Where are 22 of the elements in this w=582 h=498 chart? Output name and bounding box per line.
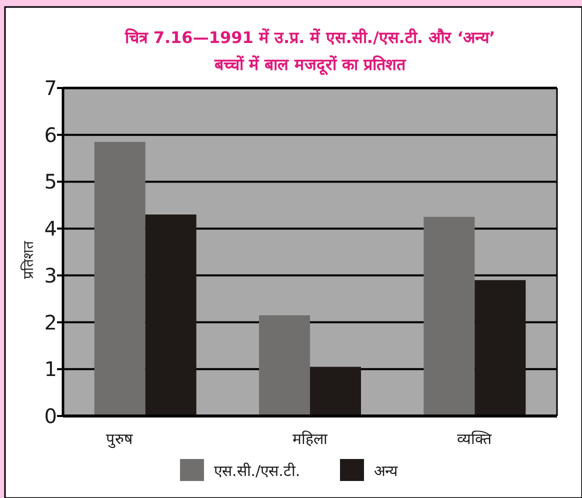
y-tick-label: 7	[44, 76, 57, 100]
bar	[145, 214, 196, 416]
y-axis-title: प्रतिशत	[20, 240, 37, 279]
legend-label: अन्य	[374, 462, 398, 480]
x-tick-label: व्यक्ति	[457, 430, 492, 448]
bar	[310, 366, 361, 416]
y-tick-label: 3	[44, 263, 57, 288]
x-tick-label: पुरुष	[106, 430, 133, 449]
y-tick-label: 2	[44, 310, 57, 334]
y-tick-label: 0	[44, 404, 57, 428]
y-tick-label: 1	[44, 357, 57, 382]
legend-label: एस.सी./एस.टी.	[214, 462, 300, 480]
y-tick-label: 5	[44, 170, 57, 194]
x-tick-label: महिला	[292, 430, 328, 448]
y-tick-label: 6	[44, 122, 57, 147]
bar	[424, 216, 475, 416]
bar	[474, 280, 526, 416]
bar	[259, 315, 310, 416]
chart-title: चित्र 7.16—1991 में उ.प्र. में एस.सी./एस.टी. और ‘अन्य’	[124, 28, 496, 47]
bar	[94, 142, 146, 416]
y-tick-label: 4	[44, 216, 57, 241]
chart-subtitle: बच्चों में बाल मजदूरों का प्रतिशत	[214, 55, 406, 76]
